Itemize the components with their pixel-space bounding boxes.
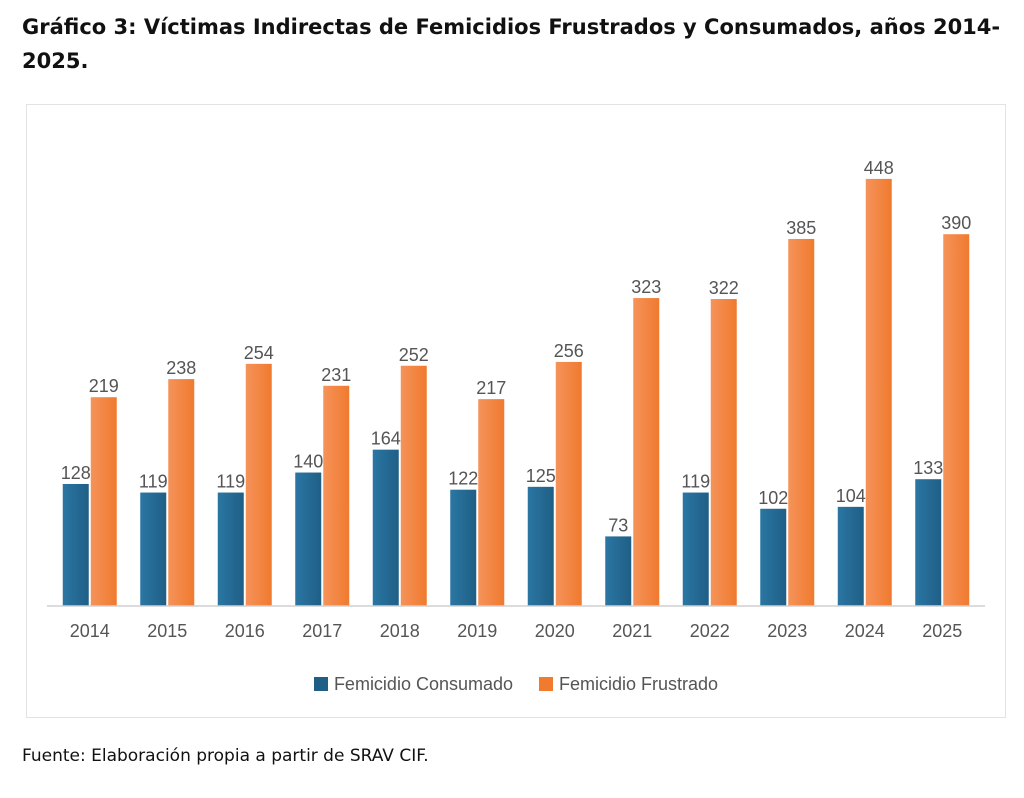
data-label-consumado-2018: 164 <box>371 429 401 449</box>
bar-chart: 128 219 2014 119 238 2015 119 254 2016 140 231 2017… <box>47 158 985 641</box>
bar-consumado-2022 <box>682 492 709 606</box>
data-label-consumado-2022: 119 <box>681 472 710 492</box>
data-label-consumado-2017: 140 <box>293 452 323 472</box>
x-tick-label-2023: 2023 <box>767 621 807 641</box>
source-note: Fuente: Elaboración propia a partir de S… <box>22 746 429 766</box>
bar-consumado-2014 <box>62 483 89 606</box>
data-label-frustrado-2020: 256 <box>554 341 584 361</box>
x-tick-label-2016: 2016 <box>225 621 265 641</box>
bar-frustrado-2023 <box>788 238 815 606</box>
data-label-frustrado-2024: 448 <box>864 158 894 178</box>
x-tick-label-2025: 2025 <box>922 621 962 641</box>
legend: Femicidio Consumado Femicidio Frustrado <box>27 669 1005 699</box>
x-tick-label-2018: 2018 <box>380 621 420 641</box>
x-tick-label-2021: 2021 <box>612 621 652 641</box>
data-label-frustrado-2023: 385 <box>786 218 816 238</box>
bar-frustrado-2014 <box>90 397 117 606</box>
data-label-frustrado-2019: 217 <box>476 378 506 398</box>
legend-item-consumado: Femicidio Consumado <box>313 673 514 695</box>
bar-consumado-2018 <box>372 449 399 606</box>
legend-label-consumado: Femicidio Consumado <box>333 673 514 694</box>
data-label-frustrado-2025: 390 <box>941 213 971 233</box>
data-label-frustrado-2017: 231 <box>321 365 351 385</box>
data-label-consumado-2025: 133 <box>913 458 943 478</box>
bar-frustrado-2016 <box>245 363 272 606</box>
bar-frustrado-2019 <box>478 399 505 606</box>
bar-frustrado-2024 <box>865 178 892 606</box>
data-label-consumado-2015: 119 <box>139 472 168 492</box>
bar-consumado-2025 <box>915 479 942 606</box>
legend-swatch-consumado <box>313 677 328 691</box>
chart-title: Gráfico 3: Víctimas Indirectas de Femici… <box>22 15 1001 73</box>
bar-frustrado-2015 <box>168 379 195 606</box>
data-label-consumado-2019: 122 <box>448 469 478 489</box>
bar-consumado-2024 <box>837 506 864 606</box>
data-label-frustrado-2015: 238 <box>166 358 196 378</box>
bar-consumado-2020 <box>527 486 554 606</box>
data-label-frustrado-2018: 252 <box>399 345 429 365</box>
data-label-frustrado-2021: 323 <box>631 277 661 297</box>
x-tick-label-2022: 2022 <box>690 621 730 641</box>
x-tick-label-2014: 2014 <box>70 621 110 641</box>
bar-frustrado-2022 <box>710 299 737 606</box>
x-tick-label-2020: 2020 <box>535 621 575 641</box>
bar-consumado-2015 <box>140 492 167 606</box>
x-tick-label-2017: 2017 <box>302 621 342 641</box>
bar-frustrado-2021 <box>633 298 660 606</box>
data-label-consumado-2020: 125 <box>526 466 556 486</box>
data-label-frustrado-2016: 254 <box>244 343 274 363</box>
data-label-frustrado-2022: 322 <box>709 278 739 298</box>
bar-consumado-2021 <box>605 536 632 606</box>
bar-consumado-2017 <box>295 472 322 606</box>
legend-label-frustrado: Femicidio Frustrado <box>559 673 719 694</box>
bar-consumado-2016 <box>217 492 244 606</box>
x-tick-label-2024: 2024 <box>845 621 885 641</box>
bar-frustrado-2020 <box>555 361 582 606</box>
data-label-consumado-2023: 102 <box>758 488 788 508</box>
x-tick-label-2019: 2019 <box>457 621 497 641</box>
data-label-consumado-2016: 119 <box>216 472 245 492</box>
data-label-frustrado-2014: 219 <box>89 376 119 396</box>
x-tick-label-2015: 2015 <box>147 621 187 641</box>
data-label-consumado-2024: 104 <box>836 486 866 506</box>
legend-swatch-frustrado <box>539 677 554 691</box>
data-label-consumado-2014: 128 <box>61 463 91 483</box>
bar-consumado-2023 <box>760 508 787 606</box>
bar-frustrado-2018 <box>400 365 427 606</box>
chart-area: 128 219 2014 119 238 2015 119 254 2016 140 231 2017… <box>26 104 1006 718</box>
bar-frustrado-2025 <box>943 234 970 606</box>
bar-consumado-2019 <box>450 489 477 606</box>
data-label-consumado-2021: 73 <box>608 515 628 535</box>
legend-item-frustrado: Femicidio Frustrado <box>539 674 718 695</box>
bar-frustrado-2017 <box>323 385 350 606</box>
